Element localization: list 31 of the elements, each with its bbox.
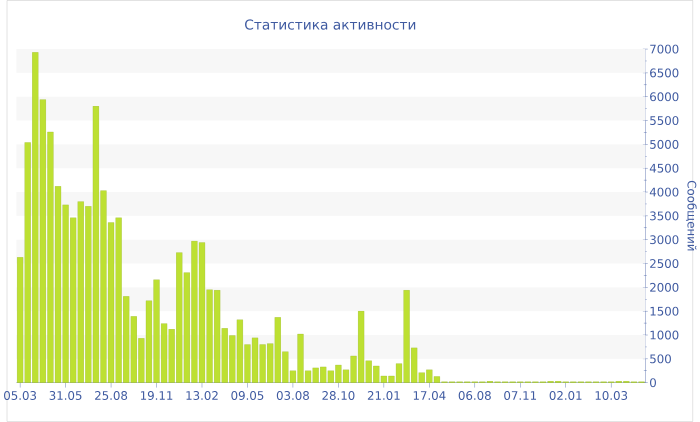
chart-title: Статистика активности — [245, 19, 416, 30]
x-tick-label: 10.03 — [596, 391, 628, 400]
y-tick-label: 7000 — [650, 44, 678, 54]
y-tick-label: 500 — [650, 354, 671, 364]
x-tick-label: 25.08 — [95, 391, 128, 400]
x-tick-label: 28.10 — [322, 391, 354, 400]
y-tick-label: 6000 — [650, 92, 678, 102]
y-tick-label: 0 — [650, 378, 656, 388]
y-tick-label: 1000 — [650, 330, 678, 340]
y-tick-label: 6500 — [650, 68, 678, 78]
y-tick-label: 3500 — [650, 211, 678, 220]
y-tick-label: 4000 — [650, 188, 678, 197]
y-axis-title: Сообщений — [686, 180, 697, 250]
y-tick-label: 4500 — [650, 164, 678, 173]
x-tick-label: 07.11 — [504, 391, 536, 400]
y-tick-label: 2000 — [650, 282, 678, 292]
x-tick-label: 17.04 — [414, 391, 446, 400]
y-tick-label: 5500 — [650, 116, 678, 126]
y-tick-label: 1500 — [650, 306, 678, 316]
y-tick-label: 2500 — [650, 259, 678, 268]
x-tick-label: 09.05 — [231, 391, 264, 400]
x-tick-label: 02.01 — [550, 391, 582, 400]
x-tick-label: 21.01 — [368, 391, 400, 400]
y-tick-label: 5000 — [650, 140, 678, 149]
x-tick-label: 13.02 — [186, 391, 218, 400]
x-tick-label: 03.08 — [276, 391, 309, 400]
x-tick-label: 05.03 — [4, 391, 36, 400]
y-tick-label: 3000 — [650, 235, 678, 244]
x-tick-label: 06.08 — [458, 391, 491, 400]
x-tick-label: 19.11 — [140, 391, 172, 400]
x-tick-label: 31.05 — [50, 391, 82, 400]
